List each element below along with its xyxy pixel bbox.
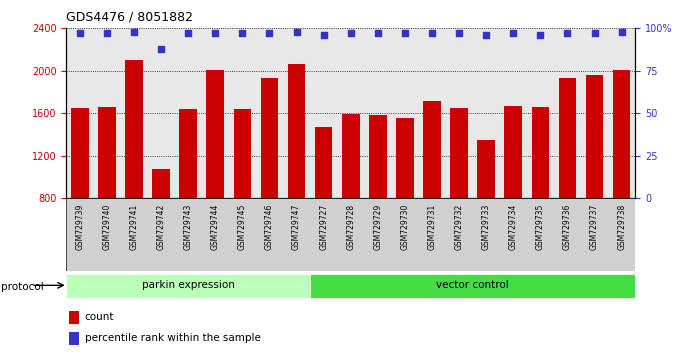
Bar <box>98 107 116 198</box>
Text: GSM729743: GSM729743 <box>184 204 193 250</box>
Bar <box>260 78 279 198</box>
Point <box>372 30 383 36</box>
Bar <box>69 311 80 324</box>
Text: GSM729730: GSM729730 <box>401 204 410 250</box>
Text: GSM729733: GSM729733 <box>482 204 491 250</box>
Point <box>346 30 357 36</box>
Bar <box>125 60 143 198</box>
Text: GSM729744: GSM729744 <box>211 204 220 250</box>
Text: GSM729736: GSM729736 <box>563 204 572 250</box>
Text: GSM729734: GSM729734 <box>509 204 518 250</box>
Point <box>209 30 221 36</box>
Text: GSM729728: GSM729728 <box>346 204 355 250</box>
Point <box>291 29 302 35</box>
Text: GSM729729: GSM729729 <box>373 204 383 250</box>
Text: GSM729746: GSM729746 <box>265 204 274 250</box>
Point <box>399 30 410 36</box>
Bar <box>396 118 414 198</box>
Text: GSM729731: GSM729731 <box>427 204 436 250</box>
Bar <box>71 108 89 198</box>
Bar <box>69 332 80 345</box>
Bar <box>234 109 251 198</box>
Point <box>237 30 248 36</box>
Point <box>589 30 600 36</box>
Bar <box>152 169 170 198</box>
Bar <box>342 114 359 198</box>
Bar <box>558 78 577 198</box>
Bar <box>613 70 630 198</box>
Point <box>101 30 112 36</box>
Point <box>128 29 140 35</box>
Bar <box>369 115 387 198</box>
Text: GSM729737: GSM729737 <box>590 204 599 250</box>
Bar <box>532 107 549 198</box>
Bar <box>179 109 197 198</box>
Text: GSM729745: GSM729745 <box>238 204 247 250</box>
Bar <box>315 127 332 198</box>
Text: GSM729747: GSM729747 <box>292 204 301 250</box>
Bar <box>310 274 635 298</box>
Point <box>616 29 628 35</box>
Bar <box>207 70 224 198</box>
Point <box>535 32 546 38</box>
Text: GSM729740: GSM729740 <box>103 204 112 250</box>
Text: GSM729735: GSM729735 <box>536 204 545 250</box>
Bar <box>423 101 441 198</box>
Point <box>562 30 573 36</box>
Text: parkin expression: parkin expression <box>142 280 235 290</box>
Point <box>74 30 85 36</box>
Point <box>507 30 519 36</box>
Point <box>183 30 194 36</box>
Point <box>426 30 438 36</box>
Point <box>264 30 275 36</box>
Bar <box>288 64 305 198</box>
Text: GSM729741: GSM729741 <box>130 204 138 250</box>
Text: GSM729732: GSM729732 <box>454 204 463 250</box>
Text: count: count <box>84 312 114 322</box>
Bar <box>477 140 495 198</box>
Text: GSM729738: GSM729738 <box>617 204 626 250</box>
Point <box>318 32 329 38</box>
Bar <box>586 75 603 198</box>
Bar <box>450 108 468 198</box>
Point <box>454 30 465 36</box>
Point <box>156 46 167 52</box>
Bar <box>66 274 310 298</box>
Text: GDS4476 / 8051882: GDS4476 / 8051882 <box>66 11 193 24</box>
Point <box>481 32 492 38</box>
Text: protocol: protocol <box>1 282 44 292</box>
Text: vector control: vector control <box>436 280 509 290</box>
Text: GSM729739: GSM729739 <box>75 204 84 250</box>
Bar <box>505 106 522 198</box>
Text: percentile rank within the sample: percentile rank within the sample <box>84 333 260 343</box>
Text: GSM729742: GSM729742 <box>156 204 165 250</box>
Text: GSM729727: GSM729727 <box>319 204 328 250</box>
